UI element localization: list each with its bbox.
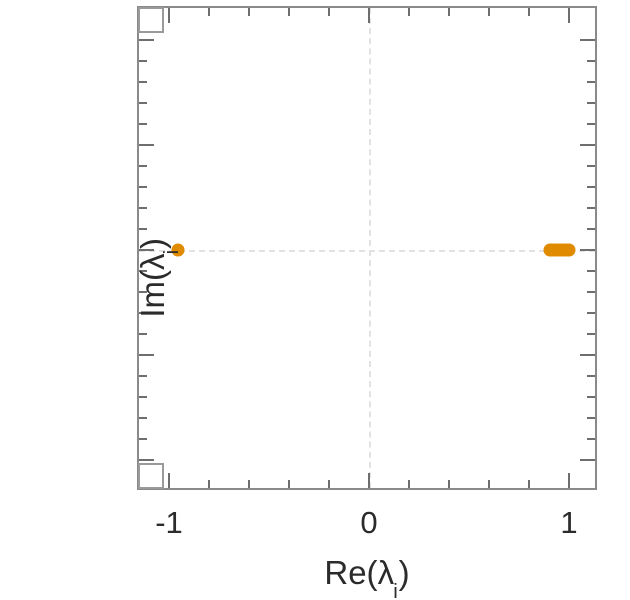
y-tick-minor-left bbox=[139, 396, 147, 399]
x-tick-minor-top bbox=[208, 8, 210, 16]
y-tick-minor-right bbox=[587, 417, 595, 420]
data-point bbox=[562, 243, 576, 257]
horizontal-zero-reference-line bbox=[139, 250, 595, 252]
x-tick-minor-top bbox=[448, 8, 450, 16]
y-tick-major-right bbox=[580, 38, 595, 41]
x-tick-minor-bottom bbox=[448, 480, 450, 488]
y-axis-title-prefix: Im( bbox=[134, 270, 172, 318]
y-axis-title: Im(λi) bbox=[134, 113, 183, 443]
y-tick-major-right bbox=[580, 459, 595, 462]
x-axis-title-lambda: λ bbox=[377, 554, 395, 591]
y-tick-minor-right bbox=[587, 185, 595, 188]
y-axis-title-subscript: i bbox=[159, 249, 183, 255]
y-tick-major-left bbox=[139, 459, 154, 462]
y-tick-minor-left bbox=[139, 164, 147, 167]
y-tick-minor-left bbox=[139, 333, 147, 336]
y-tick-minor-left bbox=[139, 417, 147, 420]
x-tick-major-bottom bbox=[168, 473, 170, 488]
y-tick-major-left bbox=[139, 249, 154, 251]
x-tick-minor-bottom bbox=[408, 480, 410, 488]
y-tick-minor-left bbox=[139, 227, 147, 230]
x-tick-minor-bottom bbox=[328, 480, 330, 488]
top-left-corner-box bbox=[138, 7, 164, 33]
x-tick-minor-bottom bbox=[208, 480, 210, 488]
x-tick-minor-bottom bbox=[248, 480, 250, 488]
x-tick-label: 0 bbox=[360, 505, 378, 540]
x-tick-minor-top bbox=[288, 8, 290, 16]
y-tick-minor-right bbox=[587, 438, 595, 441]
x-axis-title-prefix: Re( bbox=[324, 554, 378, 591]
x-tick-minor-bottom bbox=[288, 480, 290, 488]
y-tick-minor-left bbox=[139, 59, 147, 62]
y-tick-minor-right bbox=[587, 101, 595, 104]
y-tick-minor-left bbox=[139, 185, 147, 188]
x-tick-major-top bbox=[368, 8, 370, 23]
x-tick-minor-top bbox=[488, 8, 490, 16]
x-tick-minor-bottom bbox=[528, 480, 530, 488]
y-axis-title-suffix: ) bbox=[134, 237, 172, 249]
x-tick-minor-top bbox=[528, 8, 530, 16]
y-tick-minor-left bbox=[139, 312, 147, 315]
y-tick-minor-left bbox=[139, 438, 147, 441]
y-tick-minor-right bbox=[587, 375, 595, 378]
y-axis-title-lambda: λ bbox=[134, 253, 172, 271]
x-tick-minor-bottom bbox=[488, 480, 490, 488]
y-tick-minor-right bbox=[587, 270, 595, 273]
y-tick-major-left bbox=[139, 38, 154, 41]
y-tick-minor-left bbox=[139, 80, 147, 83]
x-axis-title: Re(λi) bbox=[139, 554, 595, 600]
y-tick-major-right bbox=[580, 249, 595, 251]
y-tick-minor-left bbox=[139, 122, 147, 125]
plot-area: -1-0.500.51 -101 Re(λi) Im(λi) bbox=[134, 6, 597, 600]
y-tick-minor-right bbox=[587, 312, 595, 315]
y-tick-minor-left bbox=[139, 270, 147, 273]
x-tick-label: 1 bbox=[560, 505, 578, 540]
y-tick-minor-right bbox=[587, 396, 595, 399]
x-axis-title-suffix: ) bbox=[398, 554, 410, 591]
y-tick-minor-right bbox=[587, 122, 595, 125]
y-tick-minor-right bbox=[587, 206, 595, 209]
y-tick-major-left bbox=[139, 354, 154, 357]
data-point bbox=[171, 243, 185, 257]
y-tick-major-right bbox=[580, 354, 595, 357]
y-tick-minor-left bbox=[139, 291, 147, 294]
x-tick-major-bottom bbox=[568, 473, 570, 488]
y-tick-minor-right bbox=[587, 80, 595, 83]
x-tick-minor-top bbox=[328, 8, 330, 16]
x-tick-minor-top bbox=[408, 8, 410, 16]
x-tick-major-bottom bbox=[368, 473, 370, 488]
x-tick-major-top bbox=[568, 8, 570, 23]
x-tick-label: -1 bbox=[155, 505, 183, 540]
x-tick-major-top bbox=[168, 8, 170, 23]
y-tick-major-right bbox=[580, 143, 595, 146]
y-tick-minor-left bbox=[139, 101, 147, 104]
y-tick-minor-left bbox=[139, 206, 147, 209]
y-tick-minor-right bbox=[587, 227, 595, 230]
x-axis-title-subscript: i bbox=[393, 579, 398, 600]
y-tick-minor-left bbox=[139, 375, 147, 378]
x-tick-minor-top bbox=[248, 8, 250, 16]
y-tick-minor-right bbox=[587, 291, 595, 294]
vertical-zero-reference-line bbox=[369, 8, 371, 488]
y-tick-minor-right bbox=[587, 333, 595, 336]
y-tick-major-left bbox=[139, 143, 154, 146]
y-tick-minor-right bbox=[587, 59, 595, 62]
y-tick-minor-right bbox=[587, 164, 595, 167]
bottom-left-corner-box bbox=[138, 463, 164, 489]
